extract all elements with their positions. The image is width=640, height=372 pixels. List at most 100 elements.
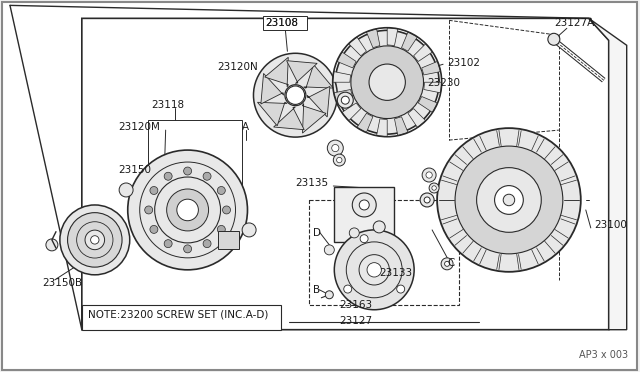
- Text: 23163: 23163: [339, 300, 372, 310]
- Text: 23120M: 23120M: [118, 122, 159, 132]
- Text: C: C: [447, 258, 454, 268]
- Bar: [309, 200, 459, 305]
- Polygon shape: [333, 90, 353, 103]
- Circle shape: [445, 262, 449, 266]
- Circle shape: [359, 255, 389, 285]
- Polygon shape: [424, 82, 442, 93]
- Circle shape: [203, 240, 211, 248]
- Polygon shape: [342, 103, 361, 121]
- Circle shape: [422, 168, 436, 182]
- Circle shape: [184, 245, 191, 253]
- Text: 23100: 23100: [594, 220, 627, 230]
- Circle shape: [285, 85, 306, 106]
- Circle shape: [360, 235, 368, 243]
- Polygon shape: [265, 57, 289, 87]
- Circle shape: [155, 177, 221, 243]
- Polygon shape: [419, 96, 438, 112]
- Circle shape: [85, 230, 104, 250]
- Polygon shape: [82, 18, 609, 330]
- Text: 23102: 23102: [447, 58, 480, 68]
- Bar: [148, 120, 243, 210]
- Circle shape: [349, 228, 359, 238]
- Circle shape: [426, 172, 432, 178]
- Circle shape: [164, 240, 172, 248]
- Bar: [264, 16, 307, 31]
- Circle shape: [150, 225, 158, 233]
- Circle shape: [327, 140, 343, 156]
- Polygon shape: [366, 29, 380, 48]
- Circle shape: [223, 206, 230, 214]
- Text: D: D: [314, 228, 321, 238]
- Polygon shape: [422, 61, 440, 75]
- Polygon shape: [274, 107, 304, 130]
- Circle shape: [424, 197, 430, 203]
- Circle shape: [145, 206, 153, 214]
- Polygon shape: [261, 73, 284, 104]
- Circle shape: [334, 230, 414, 310]
- Polygon shape: [408, 109, 426, 128]
- Circle shape: [166, 189, 209, 231]
- Circle shape: [495, 186, 524, 214]
- Text: A: A: [241, 122, 248, 132]
- Polygon shape: [387, 28, 398, 46]
- Polygon shape: [287, 61, 317, 83]
- Circle shape: [369, 64, 405, 100]
- Polygon shape: [304, 65, 333, 88]
- Circle shape: [203, 172, 211, 180]
- Circle shape: [324, 245, 334, 255]
- Circle shape: [429, 183, 439, 193]
- Circle shape: [218, 186, 225, 195]
- Circle shape: [68, 213, 122, 267]
- Text: 23118: 23118: [152, 100, 185, 110]
- Polygon shape: [413, 44, 433, 61]
- Circle shape: [164, 172, 172, 180]
- Polygon shape: [394, 117, 408, 136]
- Text: 23108: 23108: [266, 18, 298, 28]
- Polygon shape: [337, 52, 356, 68]
- Circle shape: [359, 200, 369, 210]
- Circle shape: [242, 223, 256, 237]
- Circle shape: [60, 205, 130, 275]
- Circle shape: [548, 33, 560, 45]
- Circle shape: [344, 285, 352, 293]
- Text: 23150B: 23150B: [42, 278, 82, 288]
- Circle shape: [46, 239, 58, 251]
- Text: 23120N: 23120N: [218, 62, 259, 72]
- Circle shape: [437, 128, 580, 272]
- Circle shape: [253, 53, 337, 137]
- Circle shape: [337, 92, 353, 108]
- Circle shape: [218, 225, 225, 233]
- Polygon shape: [257, 102, 287, 126]
- Bar: [82, 305, 282, 330]
- Polygon shape: [302, 103, 326, 133]
- Circle shape: [286, 86, 305, 105]
- Text: 23127A: 23127A: [554, 18, 594, 28]
- Text: 23230: 23230: [427, 78, 460, 88]
- Circle shape: [351, 46, 424, 119]
- Text: 23133: 23133: [380, 268, 412, 278]
- Polygon shape: [333, 71, 351, 82]
- Polygon shape: [589, 18, 627, 330]
- Circle shape: [341, 96, 349, 104]
- Circle shape: [335, 31, 439, 134]
- Text: 23135: 23135: [296, 178, 328, 188]
- Polygon shape: [307, 86, 330, 117]
- Circle shape: [420, 193, 434, 207]
- Circle shape: [352, 193, 376, 217]
- Text: 23127: 23127: [339, 316, 372, 326]
- Circle shape: [455, 146, 563, 254]
- Polygon shape: [357, 113, 373, 132]
- Polygon shape: [218, 231, 239, 249]
- Circle shape: [184, 167, 191, 175]
- Circle shape: [177, 199, 198, 221]
- Text: NOTE:23200 SCREW SET (INC.A-D): NOTE:23200 SCREW SET (INC.A-D): [88, 310, 268, 320]
- Circle shape: [332, 144, 339, 152]
- Circle shape: [119, 183, 133, 197]
- Circle shape: [150, 186, 158, 195]
- Circle shape: [325, 291, 333, 299]
- Circle shape: [477, 168, 541, 232]
- Circle shape: [333, 154, 346, 166]
- Circle shape: [337, 157, 342, 163]
- Bar: [334, 187, 394, 243]
- Circle shape: [441, 258, 453, 270]
